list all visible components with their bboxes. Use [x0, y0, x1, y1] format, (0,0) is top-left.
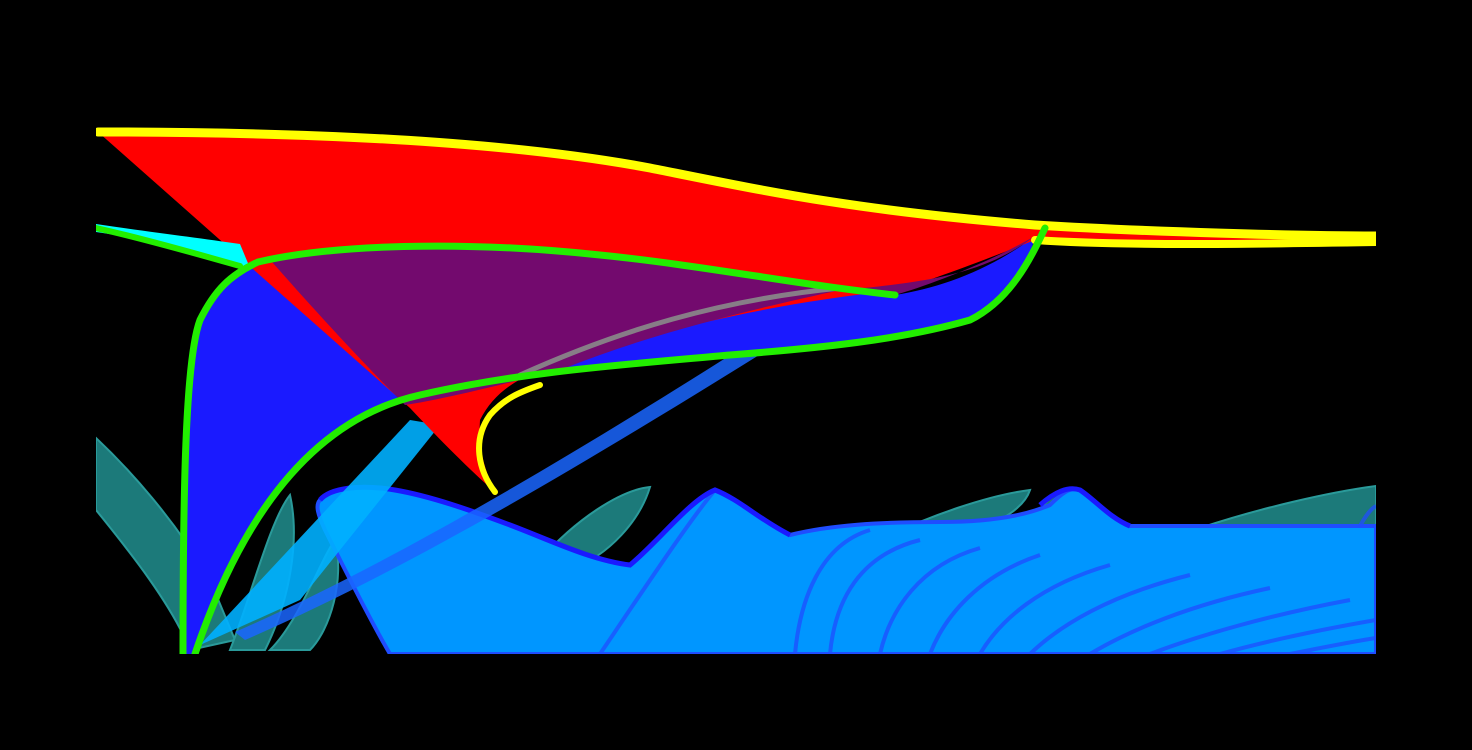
light-blue-ribbon-a [200, 420, 440, 645]
blue-ribbon-long [235, 285, 860, 640]
green-wing-top [179, 242, 899, 654]
purple-overlap [272, 236, 1035, 405]
yellow-right-tip [1031, 236, 1376, 248]
yellow-lower-curve [476, 382, 543, 495]
wave-highlight-outline [318, 484, 1132, 568]
blue-wave-field [315, 484, 1376, 654]
yellow-top-edge [96, 127, 1376, 241]
yellow-edges [96, 127, 1376, 495]
green-edges [96, 224, 1049, 654]
blue-wave-ridges [598, 488, 1376, 654]
shape-layers [96, 127, 1376, 654]
green-left-edge [96, 225, 243, 269]
green-wing-bottom [191, 224, 1049, 654]
gray-streak [517, 285, 843, 378]
